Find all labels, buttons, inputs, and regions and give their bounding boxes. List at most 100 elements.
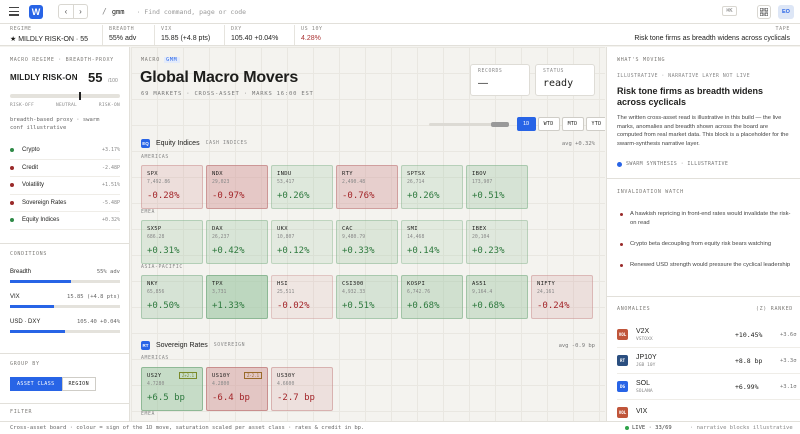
- tile-name: IBOV: [472, 171, 487, 177]
- condition-breadth: Breadth 55% adv: [10, 269, 120, 283]
- tile-price: 25,511: [277, 290, 295, 295]
- tile-us10y[interactable]: Z-2.1 US10Y 4.2800 -6.4 bp: [206, 367, 268, 411]
- tile-sx5p[interactable]: SX5P 686.28 +0.31%: [141, 220, 203, 264]
- page-title: Global Macro Movers: [140, 69, 299, 86]
- tile-us2y[interactable]: Z+2.1 US2Y 4.7280 +6.5 bp: [141, 367, 203, 411]
- tile-name: RTY: [342, 171, 353, 177]
- ticker-vix[interactable]: VIX 15.85 (+4.8 pts): [154, 25, 210, 45]
- shortcut-hint: ⌘K: [722, 6, 737, 16]
- anomaly-value: +8.8 bp: [735, 356, 763, 365]
- asset-row-equity[interactable]: Equity Indices +0.32%: [10, 212, 120, 230]
- tab-1d[interactable]: 1D: [517, 117, 536, 131]
- status-dot: [10, 148, 14, 153]
- live-dot-icon: [625, 426, 629, 430]
- scroll-slider[interactable]: [429, 122, 509, 127]
- menu-icon[interactable]: [9, 7, 19, 18]
- condition-dxy: USD · DXY 105.40 +0.04%: [10, 319, 120, 333]
- tile-change: -0.76%: [342, 191, 375, 201]
- ticker-dxy[interactable]: DXY 105.40 +0.04%: [224, 25, 278, 45]
- asset-change: +0.32%: [101, 217, 120, 224]
- tile-rty[interactable]: RTY 2,490.48 -0.76%: [336, 165, 398, 209]
- ticker-regime[interactable]: REGIME ★ MILDLY RISK-ON · 55: [10, 26, 88, 43]
- tile-hsi[interactable]: HSI 25,511 -0.02%: [271, 275, 333, 319]
- anomaly-row-v2x[interactable]: VOL V2X VSTOXX +10.45% +3.6σ: [617, 322, 800, 348]
- tab-ytd[interactable]: YTD: [585, 117, 605, 131]
- tile-nifty[interactable]: NIFTY 24,161 -0.24%: [531, 275, 593, 319]
- regime-denominator: /100: [108, 78, 118, 84]
- tile-csi300[interactable]: CSI300 4,932.33 +0.51%: [336, 275, 398, 319]
- regime-label: MILDLY RISK-ON: [10, 73, 78, 82]
- sovereign-group-header[interactable]: RT Sovereign Rates SOVEREIGN: [141, 341, 245, 350]
- records-card: RECORDS —: [470, 64, 530, 96]
- tile-dax[interactable]: DAX 26,237 +0.42%: [206, 220, 268, 264]
- anomaly-zscore: +3.1σ: [780, 383, 797, 390]
- asset-row-credit[interactable]: Credit -2.48P: [10, 160, 120, 177]
- tile-smi[interactable]: SMI 14,468 +0.14%: [401, 220, 463, 264]
- tile-price: 26,714: [407, 180, 425, 185]
- tile-change: +6.5 bp: [147, 393, 185, 403]
- command-search[interactable]: · Find command, page or code: [136, 7, 247, 16]
- group-asset-class[interactable]: ASSET CLASS: [10, 377, 62, 391]
- slider-handle[interactable]: [491, 122, 509, 127]
- tile-price: 4.6600: [277, 382, 295, 387]
- asset-row-volatility[interactable]: Volatility +1.51%: [10, 177, 120, 195]
- divider: [607, 296, 800, 297]
- group-region[interactable]: REGION: [61, 377, 96, 391]
- app-logo[interactable]: W: [29, 4, 43, 19]
- anomaly-row-jp10y[interactable]: RT JP10Y JGB 10Y +8.8 bp +3.3σ: [617, 348, 800, 374]
- anomaly-row-vix[interactable]: VOL VIX: [617, 400, 800, 421]
- condition-vix: VIX 15.85 (+4.8 pts): [10, 294, 120, 308]
- tile-ibov[interactable]: IBOV 173,907 +0.51%: [466, 165, 528, 209]
- scale-neutral: NEUTRAL: [55, 103, 78, 108]
- tile-as51[interactable]: AS51 9,164.4 +0.68%: [466, 275, 528, 319]
- watch-text: A hawkish repricing in front-end rates w…: [630, 211, 791, 226]
- avatar[interactable]: EO: [778, 5, 794, 19]
- region-label: EMEA: [141, 412, 155, 417]
- ticker-us10y[interactable]: US 10Y 4.28%: [294, 25, 323, 45]
- tile-price: 2,490.48: [342, 180, 366, 185]
- anomaly-row-sol[interactable]: DG SOL SOLANA +6.99% +3.1σ: [617, 374, 800, 400]
- workspace-crumb[interactable]: gmm: [111, 7, 125, 16]
- filter-header[interactable]: FILTER: [10, 409, 33, 415]
- live-count: LIVE · 33/69: [632, 425, 672, 431]
- tile-name: CSI300: [342, 281, 364, 287]
- back-button[interactable]: ‹: [64, 7, 68, 16]
- asset-change: -5.48P: [101, 199, 120, 206]
- proxy-line: conf illustrative: [10, 125, 67, 131]
- ticker-tape[interactable]: TAPE Risk tone firms as breadth widens a…: [634, 26, 790, 42]
- ticker-value: 4.28%: [301, 35, 321, 42]
- watch-text: Crypto beta decoupling from equity risk …: [630, 241, 772, 247]
- tile-change: -0.97%: [212, 191, 245, 201]
- tile-spx[interactable]: SPX 7,492.86 -0.28%: [141, 165, 203, 209]
- tile-sptsx[interactable]: SPTSX 26,714 +0.26%: [401, 165, 463, 209]
- grid-icon[interactable]: [757, 5, 771, 19]
- zscore-tag: Z-2.1: [243, 372, 262, 379]
- tile-indu[interactable]: INDU 53,417 +0.26%: [271, 165, 333, 209]
- ticker-breadth[interactable]: BREADTH 55% adv: [102, 25, 136, 45]
- asset-row-sovereign[interactable]: Sovereign Rates -5.48P: [10, 195, 120, 212]
- equity-group-header[interactable]: EQ Equity Indices CASH INDICES: [141, 139, 247, 148]
- condition-value: 55% adv: [96, 269, 120, 275]
- bullet-icon: [620, 213, 623, 216]
- tile-price: 65,856: [147, 290, 165, 295]
- tile-kospi[interactable]: KOSPI 6,742.76 +0.68%: [401, 275, 463, 319]
- tile-change: +0.50%: [147, 301, 180, 311]
- regime-score: 55: [88, 70, 103, 85]
- tile-us30y[interactable]: US30Y 4.6600 -2.7 bp: [271, 367, 333, 411]
- tile-name: US10Y: [212, 373, 231, 379]
- tile-tpx[interactable]: TPX 3,731 +1.33%: [206, 275, 268, 319]
- divider: [0, 403, 129, 404]
- tab-wtd[interactable]: WTD: [537, 117, 560, 131]
- tab-mtd[interactable]: MTD: [561, 117, 584, 131]
- forward-button[interactable]: ›: [73, 5, 87, 18]
- ticker-value: ★ MILDLY RISK-ON · 55: [10, 36, 88, 43]
- asset-row-crypto[interactable]: Crypto +3.17%: [10, 142, 120, 160]
- tile-change: +0.23%: [472, 246, 505, 256]
- tile-ukx[interactable]: UKX 10,807 +0.12%: [271, 220, 333, 264]
- tile-ndx[interactable]: NDX 29,023 -0.97%: [206, 165, 268, 209]
- tile-change: -2.7 bp: [277, 393, 315, 403]
- tile-nky[interactable]: NKY 65,856 +0.50%: [141, 275, 203, 319]
- tile-cac[interactable]: CAC 9,480.79 +0.33%: [336, 220, 398, 264]
- condition-name: Breadth: [10, 269, 32, 275]
- tile-ibex[interactable]: IBEX 20,104 +0.23%: [466, 220, 528, 264]
